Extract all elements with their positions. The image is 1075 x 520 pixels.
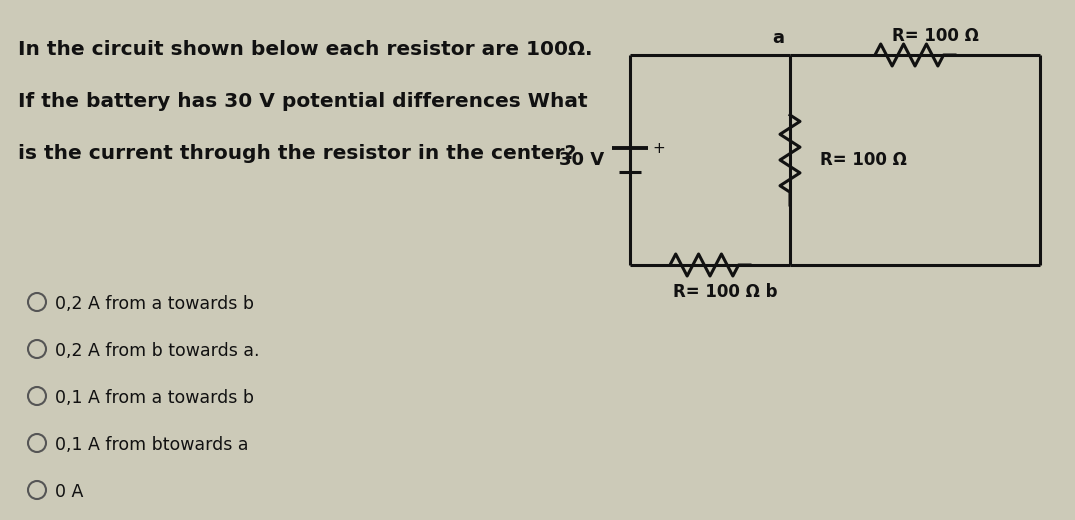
Text: is the current through the resistor in the center?: is the current through the resistor in t… xyxy=(18,144,576,163)
Text: 0,2 A from b towards a.: 0,2 A from b towards a. xyxy=(55,342,259,360)
Text: 0,1 A from a towards b: 0,1 A from a towards b xyxy=(55,389,254,407)
Text: R= 100 Ω: R= 100 Ω xyxy=(820,151,907,169)
Text: R= 100 Ω b: R= 100 Ω b xyxy=(673,283,777,301)
Text: 0,2 A from a towards b: 0,2 A from a towards b xyxy=(55,295,254,313)
Text: 0 A: 0 A xyxy=(55,483,84,501)
Text: If the battery has 30 V potential differences What: If the battery has 30 V potential differ… xyxy=(18,92,588,111)
Text: +: + xyxy=(653,140,664,155)
Text: In the circuit shown below each resistor are 100Ω.: In the circuit shown below each resistor… xyxy=(18,40,592,59)
Text: 30 V: 30 V xyxy=(559,151,604,169)
Text: 0,1 A from btowards a: 0,1 A from btowards a xyxy=(55,436,248,454)
Text: R= 100 Ω: R= 100 Ω xyxy=(891,27,978,45)
Text: a: a xyxy=(772,29,784,47)
